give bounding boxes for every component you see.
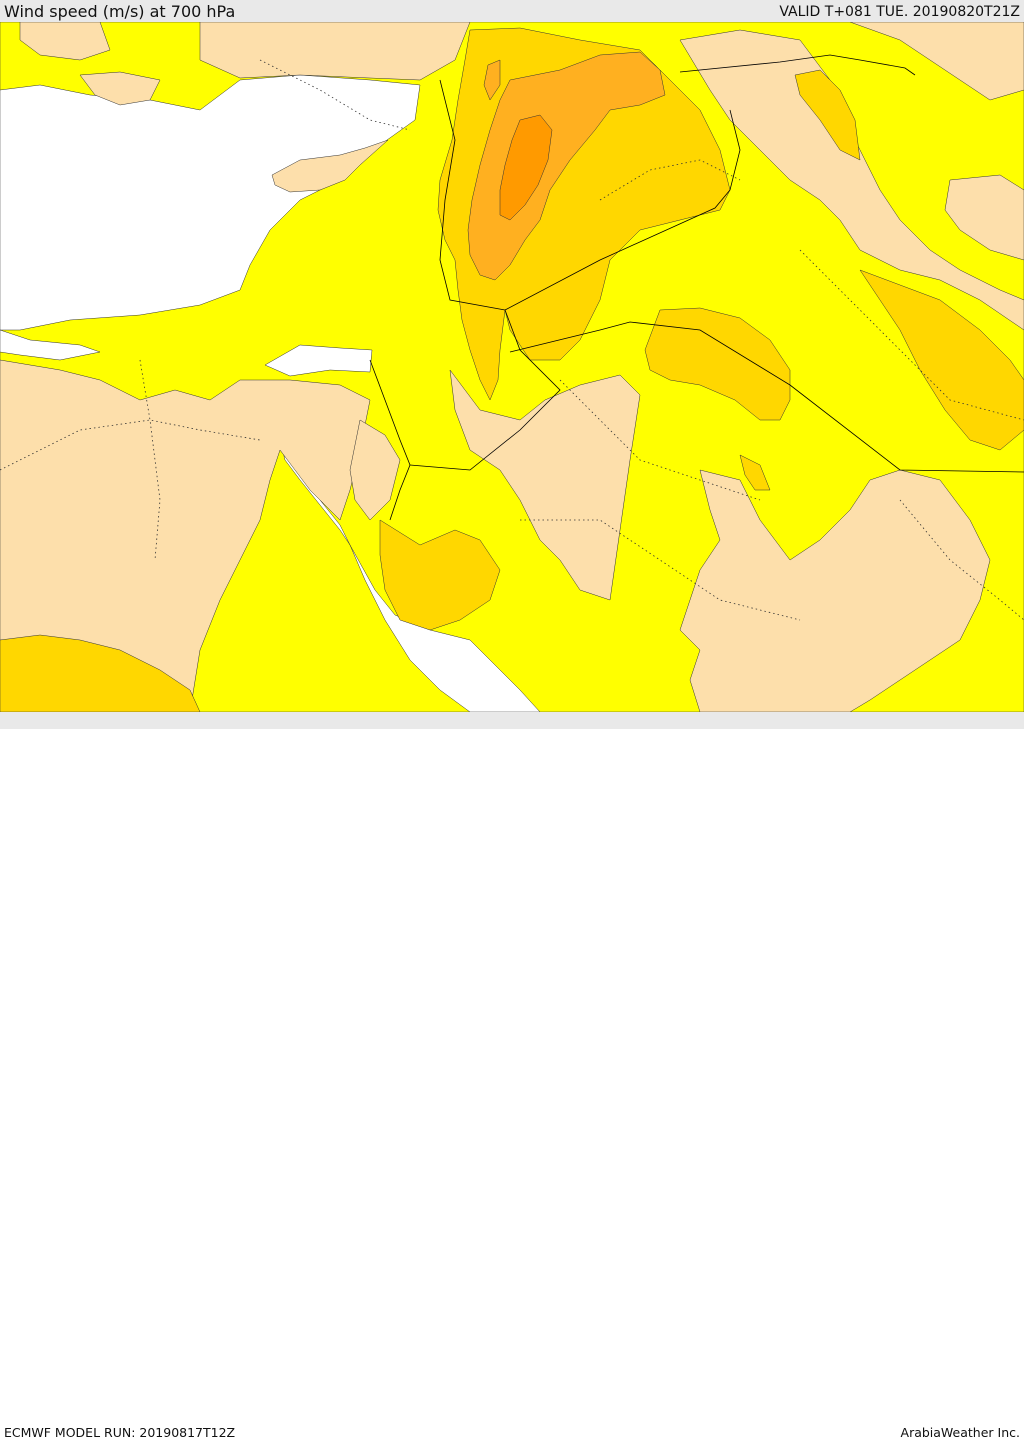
weak-wind-egypt	[0, 359, 371, 712]
moderate-wind-red-sea-coast	[379, 519, 501, 631]
weak-wind-aegean	[79, 71, 161, 106]
model-run-label: ECMWF MODEL RUN: 20190817T12Z	[4, 1425, 236, 1440]
border-dotted	[0, 419, 261, 471]
border-line	[504, 109, 741, 311]
border-line	[679, 54, 916, 76]
border-line	[439, 79, 506, 311]
header-bar: Wind speed (m/s) at 700 hPa VALID T+081 …	[0, 0, 1024, 22]
footer-bar: ECMWF MODEL RUN: 20190817T12Z ArabiaWeat…	[0, 712, 1024, 1440]
weak-wind-arabia	[449, 369, 641, 601]
weak-wind-turkey-west	[19, 22, 111, 61]
weak-wind-anatolia	[199, 22, 471, 81]
credit-label: ArabiaWeather Inc.	[900, 1425, 1020, 1440]
border-dotted	[599, 159, 741, 201]
sea-nile-delta-coast	[264, 344, 373, 377]
moderate-wind-wadi	[739, 454, 771, 491]
weak-wind-iran-east	[944, 174, 1024, 261]
moderate-wind-iran-gulf	[859, 269, 1024, 451]
moderate-wind-sudan	[0, 634, 201, 712]
border-line	[409, 309, 561, 471]
border-dotted	[559, 379, 761, 501]
border-dotted	[139, 359, 161, 561]
weak-wind-saudi-east	[679, 469, 991, 712]
map-title: Wind speed (m/s) at 700 hPa	[4, 2, 236, 21]
weak-wind-sinai	[349, 419, 401, 521]
border-line	[509, 321, 1024, 473]
cyprus-island	[271, 139, 389, 193]
strong-wind-north-tongue	[483, 59, 501, 101]
valid-time: VALID T+081 TUE. 20190820T21Z	[779, 4, 1020, 20]
wind-speed-map	[0, 22, 1024, 712]
moderate-wind-upper-east	[794, 69, 861, 161]
very-strong-wind-core	[499, 114, 553, 221]
moderate-wind-iraq	[644, 307, 791, 421]
strong-wind-syria	[467, 51, 666, 281]
border-dotted	[899, 499, 1024, 621]
sea-south-strip	[0, 329, 101, 361]
weak-wind-iran	[849, 22, 1024, 101]
border-line	[369, 359, 411, 521]
